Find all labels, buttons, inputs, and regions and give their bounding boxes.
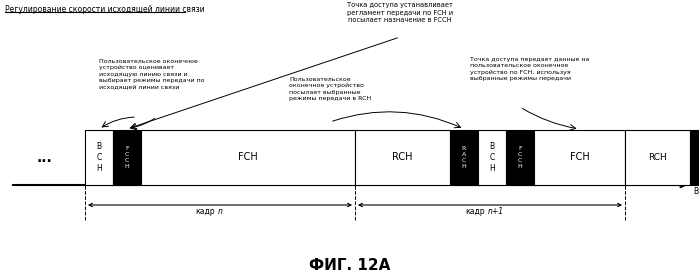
Bar [478,130,506,185]
Text: RCH: RCH [392,153,412,163]
Text: Время: Время [693,187,699,196]
Bar [690,130,699,185]
Text: Пользовательское оконечное
устройство оценивает
исходящую линию связи и
выбирает: Пользовательское оконечное устройство оц… [99,59,205,89]
Text: FCH: FCH [238,153,258,163]
Text: кадр: кадр [466,207,485,216]
Text: Точка доступа передает данные на
пользовательское оконечное
устройство по FCH, и: Точка доступа передает данные на пользов… [470,57,590,81]
Text: Регулирование скорости исходящей линии связи: Регулирование скорости исходящей линии с… [5,5,205,14]
Text: ФИГ. 12А: ФИГ. 12А [310,258,391,273]
Text: n: n [218,207,223,216]
Text: n+1: n+1 [488,207,504,216]
Text: B
C
H: B C H [489,142,495,173]
Text: F
C
C
H: F C C H [124,146,129,169]
Text: RCH: RCH [648,153,667,162]
Text: ...: ... [37,150,53,165]
Text: B
C
H: B C H [96,142,102,173]
Text: R
A
C
H: R A C H [461,146,466,169]
Text: F
C
C
H: F C C H [518,146,522,169]
Text: FCH: FCH [570,153,589,163]
Text: ...: ... [647,150,663,165]
Bar [85,130,113,185]
Bar [113,130,141,185]
Bar [450,130,478,185]
Bar [141,130,355,185]
Text: кадр: кадр [196,207,215,216]
Text: Пользовательское
оконечное устройство
посылает выбранные
режимы передачи в RCH: Пользовательское оконечное устройство по… [289,77,371,101]
Bar [506,130,534,185]
Bar [355,130,450,185]
Text: Точка доступа устанавливает
регламент передачи по FCH и
посылает назначение в FC: Точка доступа устанавливает регламент пе… [347,2,453,23]
Bar [625,130,690,185]
Bar [534,130,625,185]
